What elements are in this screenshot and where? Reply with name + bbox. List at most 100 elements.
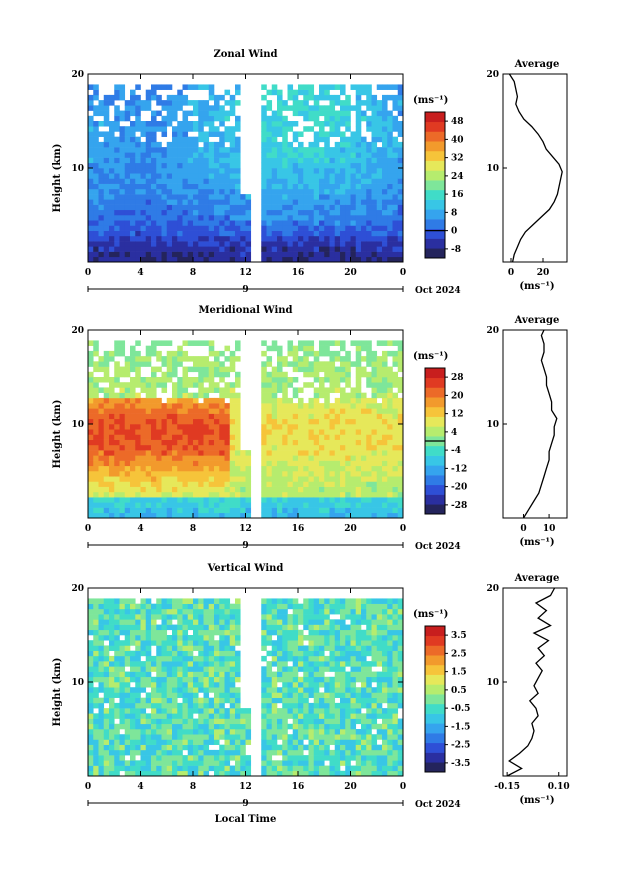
heatmap-cell	[161, 755, 168, 761]
heatmap-cell	[319, 89, 325, 96]
heatmap-cell	[130, 603, 136, 610]
heatmap-cell	[292, 723, 299, 730]
heatmap-cell	[387, 121, 393, 127]
heatmap-cell	[140, 246, 147, 252]
heatmap-cell	[371, 199, 378, 205]
heatmap-cell	[397, 444, 404, 451]
heatmap-cell	[88, 502, 94, 508]
heatmap-cell	[166, 230, 173, 237]
heatmap-cell	[340, 460, 346, 467]
heatmap-cell	[235, 246, 241, 252]
heatmap-cell	[277, 141, 283, 148]
heatmap-cell	[371, 256, 378, 263]
heatmap-cell	[334, 486, 341, 493]
heatmap-cell	[240, 760, 246, 766]
heatmap-cell	[245, 502, 252, 508]
heatmap-cell	[214, 178, 220, 184]
heatmap-cell	[340, 408, 346, 414]
heatmap-cell	[366, 460, 372, 467]
heatmap-cell	[277, 403, 283, 409]
heatmap-cell	[303, 507, 309, 514]
heatmap-cell	[103, 147, 110, 153]
heatmap-cell	[119, 392, 126, 399]
heatmap-cell	[382, 199, 388, 205]
heatmap-cell	[88, 418, 94, 425]
heatmap-cell	[271, 241, 278, 247]
heatmap-cell	[208, 235, 215, 242]
heatmap-cell	[177, 676, 183, 683]
heatmap-cell	[187, 366, 194, 373]
heatmap-cell	[135, 251, 141, 258]
heatmap-cell	[308, 608, 315, 615]
heatmap-cell	[198, 178, 204, 184]
heatmap-cell	[261, 749, 267, 756]
heatmap-cell	[182, 199, 189, 205]
heatmap-cell	[282, 377, 288, 383]
heatmap-cell	[172, 760, 178, 766]
heatmap-cell	[382, 173, 388, 179]
heatmap-cell	[298, 713, 304, 719]
heatmap-cell	[177, 183, 183, 190]
heatmap-cell	[334, 502, 341, 508]
heatmap-cell	[214, 476, 220, 482]
heatmap-cell	[292, 183, 299, 190]
heatmap-cell	[261, 141, 267, 148]
heatmap-cell	[198, 168, 204, 174]
heatmap-cell	[182, 235, 189, 242]
heatmap-cell	[166, 723, 173, 730]
heatmap-cell	[319, 749, 325, 756]
heatmap-cell	[193, 666, 199, 672]
heatmap-cell	[182, 765, 189, 772]
heatmap-cell	[292, 94, 299, 101]
heatmap-cell	[135, 629, 141, 636]
heatmap-cell	[287, 199, 294, 205]
heatmap-cell	[376, 465, 383, 472]
heatmap-cell	[98, 152, 105, 158]
heatmap-cell	[172, 225, 178, 231]
heatmap-cell	[151, 755, 157, 761]
heatmap-cell	[103, 692, 110, 698]
heatmap-cell	[109, 429, 115, 435]
heatmap-cell	[214, 491, 220, 498]
heatmap-cell	[361, 486, 367, 493]
heatmap-cell	[224, 403, 231, 409]
heatmap-cell	[177, 671, 183, 678]
heatmap-cell	[88, 361, 94, 367]
heatmap-cell	[287, 755, 294, 761]
heatmap-cell	[119, 147, 126, 153]
heatmap-cell	[382, 152, 388, 158]
heatmap-cell	[214, 486, 220, 493]
heatmap-cell	[340, 403, 346, 409]
heatmap-cell	[287, 188, 294, 195]
heatmap-cell	[319, 491, 325, 498]
heatmap-cell	[308, 629, 315, 636]
heatmap-cell	[292, 755, 299, 761]
heatmap-cell	[319, 708, 325, 714]
heatmap-cell	[166, 765, 173, 772]
heatmap-cell	[366, 465, 372, 472]
heatmap-cell	[303, 188, 309, 195]
heatmap-cell	[193, 429, 199, 435]
heatmap-cell	[392, 413, 399, 420]
heatmap-cell	[397, 491, 404, 498]
heatmap-cell	[193, 655, 199, 662]
heatmap-cell	[397, 141, 404, 148]
heatmap-cell	[355, 162, 362, 169]
heatmap-cell	[130, 251, 136, 258]
x-tick-label: 12	[239, 524, 252, 534]
heatmap-cell	[219, 676, 225, 683]
heatmap-cell	[93, 455, 99, 461]
heatmap-cell	[187, 220, 194, 226]
heatmap-cell	[387, 455, 393, 461]
heatmap-cell	[130, 94, 136, 101]
heatmap-cell	[151, 152, 157, 158]
heatmap-cell	[119, 225, 126, 231]
heatmap-cell	[140, 476, 147, 482]
heatmap-cell	[266, 682, 273, 688]
heatmap-cell	[229, 413, 236, 420]
heatmap-cell	[130, 671, 136, 678]
heatmap-cell	[261, 739, 267, 745]
heatmap-cell	[109, 734, 115, 740]
heatmap-cell	[340, 418, 346, 425]
heatmap-cell	[119, 204, 126, 211]
